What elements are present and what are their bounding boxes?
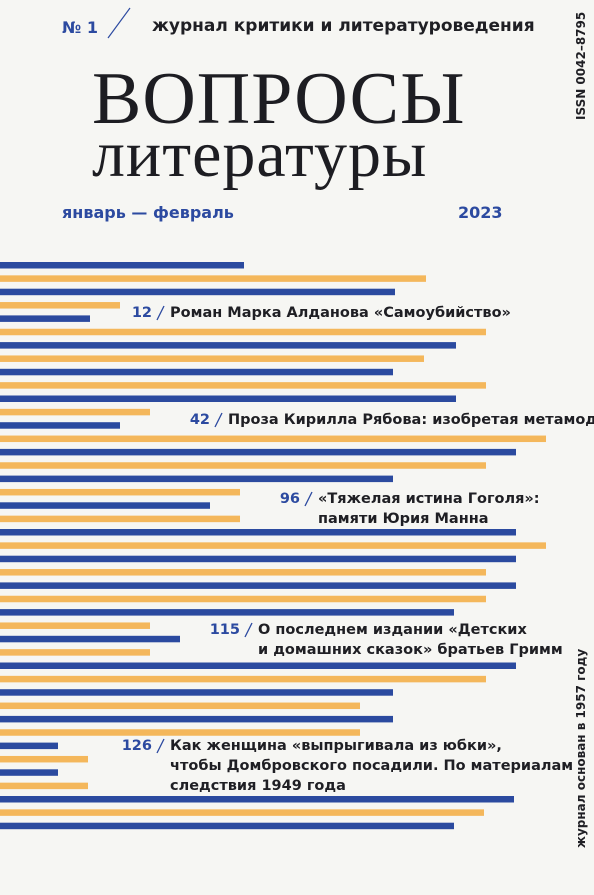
stripe [0,355,424,362]
contents-entry: 126 Как женщина «выпрыгивала из юбки», что… [80,736,573,796]
stripe [0,555,516,563]
entry-line: О последнем издании «Детских [258,622,527,638]
stripe [0,715,393,723]
stripe [0,675,486,683]
stripe [0,649,150,656]
stripe [0,462,486,469]
entry-line: следствия 1949 года [170,778,346,794]
months: январь — февраль [62,203,234,222]
stripe [0,502,210,509]
contents-entry: 42 Проза Кирилла Рябова: изобретая метамо… [150,410,594,430]
stripe [0,488,240,496]
stripe [0,315,90,322]
stripe [0,342,456,349]
year: 2023 [458,203,503,222]
stripe [0,809,484,816]
entry-text: Проза Кирилла Рябова: изобретая метамоде… [228,410,594,430]
stripe [0,542,546,549]
stripe [0,328,486,336]
entry-line: Проза Кирилла Рябова: изобретая метамоде… [228,412,594,428]
slash [156,738,165,754]
stripe [0,595,486,603]
stripe [0,515,240,523]
stripe [0,422,120,429]
page-number: 42 [189,412,210,428]
entry-text: Роман Марка Алданова «Самоубийство» [170,303,511,323]
stripe [0,435,546,443]
entry-line: «Тяжелая истина Гоголя»: [318,491,540,507]
page-number: 126 [121,738,152,754]
page-number: 12 [131,305,152,321]
issn: ISSN 0042–8795 [574,11,588,120]
stripe [0,275,426,282]
stripe [0,622,150,629]
entry-text: «Тяжелая истина Гоголя»: памяти Юрия Манн… [318,489,540,529]
stripe [0,822,454,830]
stripe [0,408,150,416]
entry-text: Как женщина «выпрыгивала из юбки», чтобы … [170,736,573,796]
slash-line [244,622,253,638]
stripe [0,769,58,776]
stripe [0,742,58,750]
page-number: 115 [209,622,240,638]
contents-entry: 12 Роман Марка Алданова «Самоубийство» [120,303,511,323]
entry-line: Как женщина «выпрыгивала из юбки», [170,738,502,754]
contents-entry: 96 «Тяжелая истина Гоголя»: памяти Юрия Ма… [240,489,540,529]
slash-line [304,491,313,507]
slash [156,305,165,321]
header-slash [107,7,131,39]
entry-line: памяти Юрия Манна [318,511,489,527]
issue-number: № 1 [62,18,98,37]
slash-line [156,738,165,754]
stripe [0,382,486,389]
stripe [0,782,88,790]
stripe [0,729,360,736]
entry-line: Роман Марка Алданова «Самоубийство» [170,305,511,321]
stripe [0,288,395,296]
entry-text: О последнем издании «Детских и домашних с… [258,620,563,660]
stripe [0,635,180,643]
entry-line: чтобы Домбровского посадили. По материал… [170,758,574,774]
stripe [0,609,454,616]
stripe [0,448,516,456]
slash [304,491,313,507]
stripe [0,475,393,483]
stripe [0,569,486,576]
slash-line [156,305,165,321]
stripe [0,302,120,309]
slash [244,622,253,638]
founded: журнал основан в 1957 году [574,648,588,848]
title-line: литературы [92,118,428,191]
stripe [0,662,516,669]
slash [214,412,223,428]
stripe [0,796,514,803]
slash-line [214,412,223,428]
stripe [0,689,393,696]
entry-line: и домашних сказок» братьев Гримм [258,642,563,658]
title-line: ВОПРОСЫ [92,58,466,140]
subtitle: журнал критики и литературоведения [152,16,535,36]
stripe [0,262,244,269]
stripe [0,368,393,376]
stripe [0,755,88,763]
stripe [0,582,516,589]
page-number: 96 [279,491,300,507]
contents-entry: 115 О последнем издании «Детских и домашни… [180,620,563,660]
stripe [0,702,360,710]
stripe [0,395,456,402]
stripe [0,529,516,536]
